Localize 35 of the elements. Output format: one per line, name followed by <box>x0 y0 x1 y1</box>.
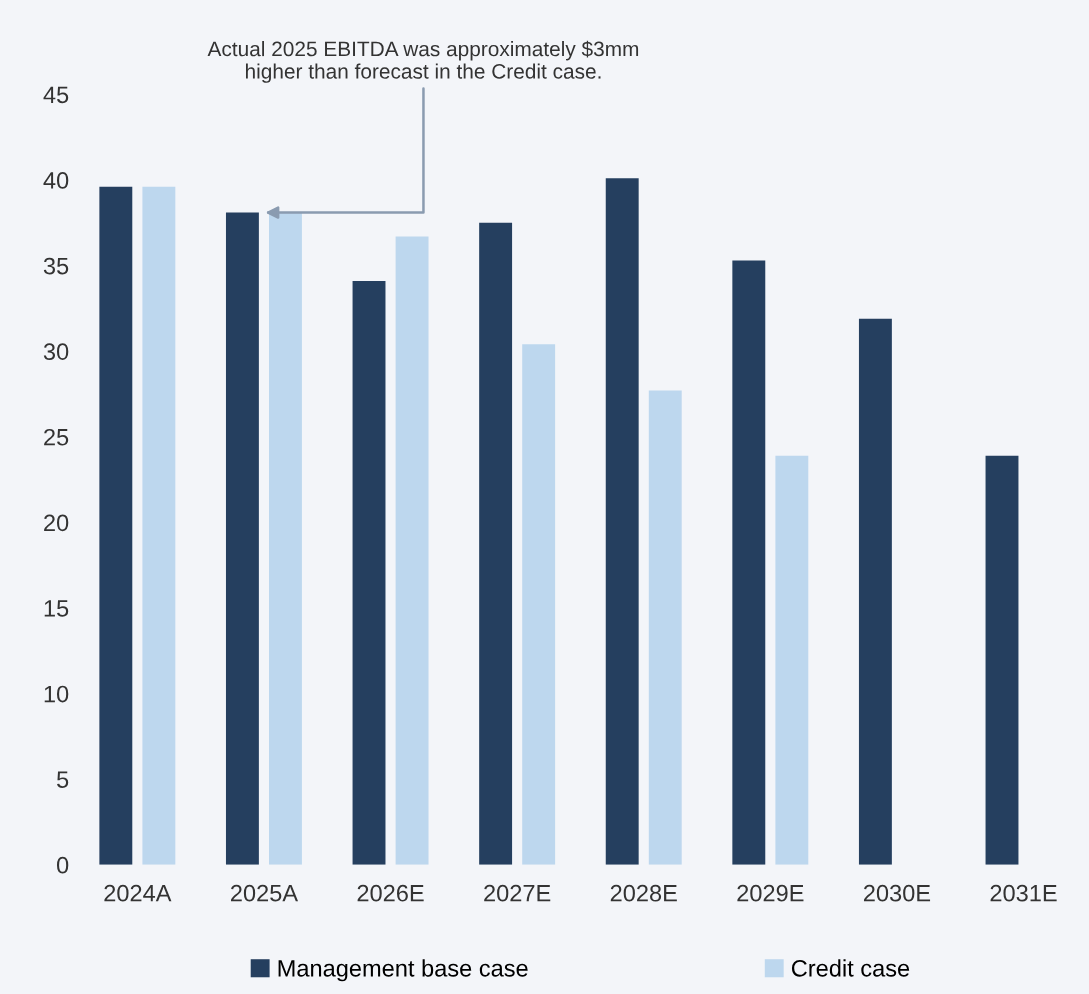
x-tick-label: 2025A <box>231 884 299 902</box>
y-tick-label: 5 <box>57 771 69 788</box>
y-tick-label: 30 <box>43 343 69 360</box>
x-tick-label: 2026E <box>357 884 424 902</box>
x-tick-label: 2027E <box>484 884 551 902</box>
bar <box>479 222 513 865</box>
x-tick-label: 2028E <box>610 884 677 902</box>
bar <box>858 318 892 865</box>
bar <box>142 186 176 865</box>
bar <box>775 455 809 865</box>
y-tick-label: 25 <box>44 428 69 446</box>
y-tick-label: 20 <box>44 514 69 532</box>
legend-label: Credit case <box>791 959 910 977</box>
y-tick-label: 10 <box>44 685 69 703</box>
x-tick-label: 2031E <box>990 884 1057 902</box>
bar <box>648 390 682 865</box>
annotation: Actual 2025 EBITDA was approximately $3mm higher than forecast in the Credit case. <box>207 40 639 83</box>
x-tick-label: 2029E <box>737 884 804 902</box>
bar <box>732 260 766 865</box>
x-tick-label: 2030E <box>863 884 931 902</box>
y-tick-label: 0 <box>56 856 69 874</box>
y-tick-label: 15 <box>44 600 69 617</box>
y-tick-label: 45 <box>43 86 69 104</box>
y-tick-label: 40 <box>43 172 69 189</box>
bar <box>522 344 556 865</box>
legend-label: Management base case <box>278 959 528 982</box>
y-tick-label: 35 <box>43 257 69 275</box>
bar <box>985 455 1019 865</box>
x-tick-label: 2024A <box>104 884 172 902</box>
bar <box>395 236 429 865</box>
bar <box>225 212 259 865</box>
bar <box>605 178 639 865</box>
bar <box>269 212 302 865</box>
bar <box>352 281 386 865</box>
bar <box>99 186 133 865</box>
